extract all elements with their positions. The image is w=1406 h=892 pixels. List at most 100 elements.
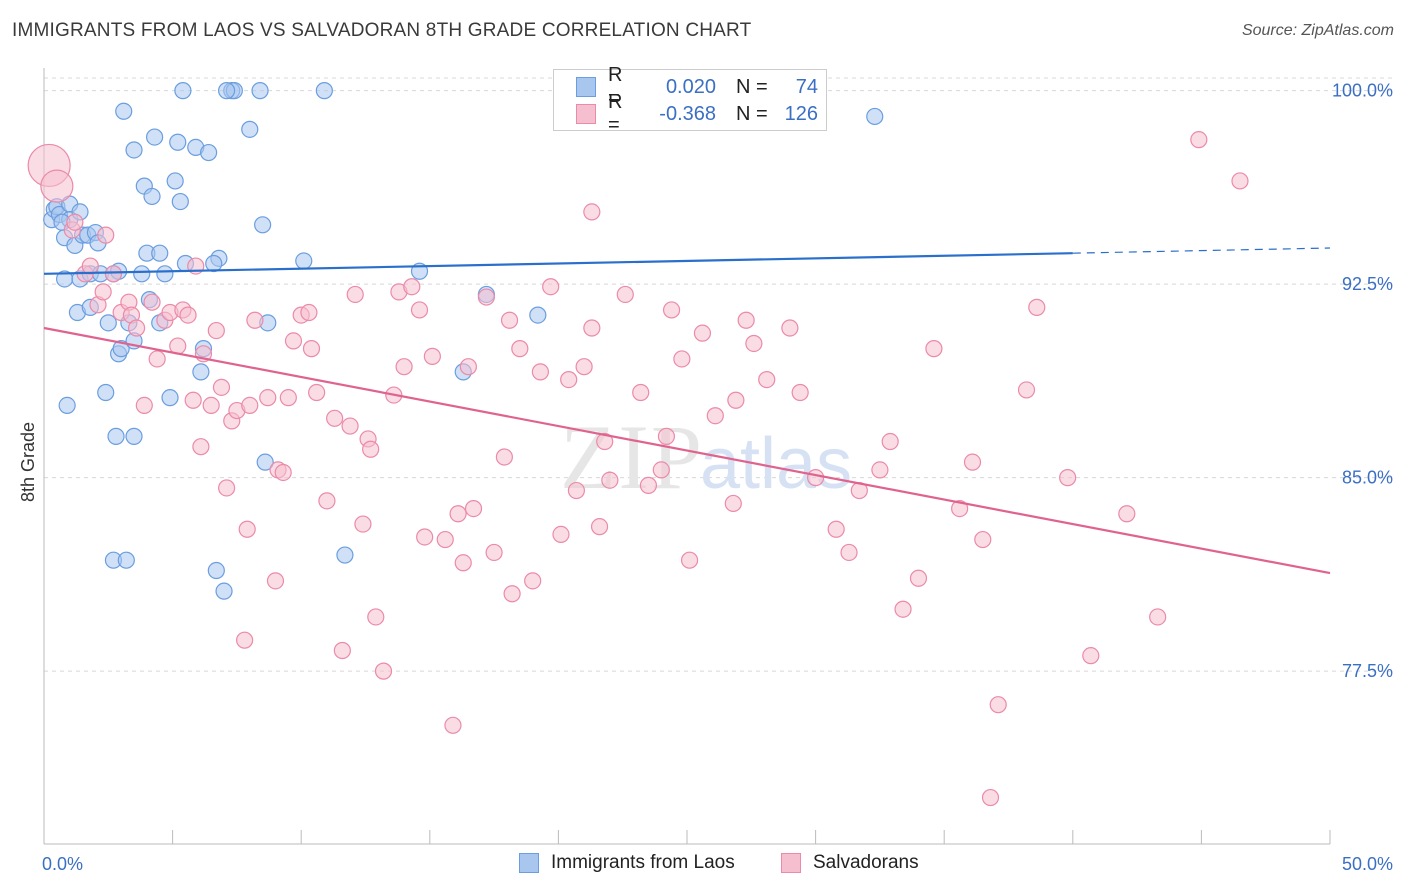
x-tick-label: 0.0% [42, 854, 83, 874]
legend-n-value: 126 [784, 102, 818, 125]
series-name-salvadorans: Salvadorans [813, 852, 919, 873]
point-salvadoran [706, 407, 724, 425]
point-salvadoran [212, 378, 231, 396]
point-salvadoran [333, 641, 351, 660]
point-salvadoran [524, 572, 542, 590]
point-salvadoran [207, 321, 225, 340]
point-salvadoran [1149, 608, 1167, 626]
point-laos [200, 143, 218, 162]
series-legend-salvadorans[interactable]: Salvadorans [781, 852, 919, 874]
point-laos [156, 265, 174, 283]
stats-legend: R = 0.020 N = 74 R = -0.368 N = 126 [553, 64, 827, 136]
point-salvadoran [500, 311, 519, 329]
point-salvadoran [1118, 505, 1136, 523]
legend-swatch-laos [576, 77, 596, 97]
point-salvadoran [202, 396, 220, 414]
point-salvadoran [423, 347, 441, 365]
point-laos [866, 107, 884, 126]
point-salvadoran [300, 303, 318, 322]
point-salvadoran [192, 438, 210, 456]
chart-title: IMMIGRANTS FROM LAOS VS SALVADORAN 8TH G… [12, 20, 752, 41]
point-salvadoran [308, 383, 326, 402]
point-laos [151, 244, 169, 262]
point-laos [133, 265, 151, 283]
point-salvadoran [236, 631, 254, 649]
point-salvadoran [601, 471, 619, 489]
point-salvadoran [596, 432, 614, 451]
point-salvadoran [97, 226, 115, 244]
point-salvadoran [436, 530, 454, 549]
point-salvadoran [241, 396, 259, 414]
point-salvadoran [583, 203, 601, 221]
point-salvadoran [680, 551, 699, 569]
point-salvadoran [274, 463, 292, 482]
point-salvadoran [781, 319, 799, 337]
point-salvadoran [567, 481, 586, 500]
point-salvadoran [693, 324, 712, 342]
point-laos [125, 427, 143, 445]
labels-layer: 100.0% 92.5% 85.0% 77.5% 0.0% 50.0% [42, 81, 1393, 874]
point-salvadoran [758, 371, 776, 389]
point-laos [143, 187, 161, 206]
point-laos [251, 82, 269, 100]
point-salvadoran [395, 358, 413, 376]
point-salvadoran [662, 301, 681, 319]
point-salvadoran [94, 283, 112, 301]
point-salvadoran [179, 306, 197, 324]
point-salvadoran [403, 278, 421, 296]
point-laos [315, 82, 333, 100]
point-salvadoran [326, 409, 344, 427]
axes-layer [43, 68, 1331, 845]
point-salvadoran [974, 530, 992, 549]
legend-row-laos: R = 0.020 N = 74 [576, 64, 818, 109]
series-legend: Immigrants from Laos Salvadorans [0, 852, 1406, 876]
point-salvadoran [279, 389, 297, 407]
point-laos [107, 427, 125, 445]
point-salvadoran [639, 476, 658, 494]
point-laos [205, 254, 223, 273]
point-salvadoran [590, 518, 609, 536]
legend-swatch-salvadorans [576, 104, 596, 124]
point-salvadoran [881, 432, 899, 451]
grid-layer [44, 77, 1392, 672]
point-salvadoran [495, 448, 513, 466]
point-salvadoran [454, 554, 472, 572]
point-salvadoran [104, 265, 123, 283]
point-salvadoran [583, 319, 601, 337]
point-salvadoran [951, 500, 969, 518]
x-tick-label: 50.0% [1342, 854, 1393, 874]
point-salvadoran [745, 334, 763, 353]
point-salvadoran [284, 332, 303, 350]
point-salvadoran [459, 358, 477, 376]
point-salvadoran [266, 572, 285, 590]
point-salvadoran [981, 788, 1000, 807]
legend-n-label: N = [736, 75, 768, 98]
point-laos [99, 314, 117, 332]
y-axis-label: 8th Grade [18, 422, 38, 502]
legend-n-label: N = [736, 102, 768, 125]
series-legend-laos[interactable]: Immigrants from Laos [519, 852, 735, 874]
y-tick-label: 100.0% [1332, 81, 1393, 101]
point-salvadoran [724, 494, 742, 513]
trend-line-laos [43, 252, 1073, 275]
point-salvadoran [963, 453, 982, 471]
series-name-laos: Immigrants from Laos [551, 852, 735, 873]
point-salvadoran [806, 469, 825, 487]
points-layer [27, 82, 1249, 807]
point-laos [241, 120, 259, 138]
trend-line-salvadorans [43, 326, 1331, 575]
point-salvadoran [367, 608, 385, 626]
point-salvadoran [410, 301, 429, 319]
point-salvadoran [560, 371, 578, 389]
point-salvadoran [673, 350, 691, 368]
point-salvadoran [362, 440, 380, 458]
point-laos [192, 363, 210, 381]
point-salvadoran [925, 340, 943, 358]
point-salvadoran [542, 278, 560, 296]
point-salvadoran [464, 500, 483, 518]
legend-r-label: R = [608, 64, 623, 109]
point-salvadoran [238, 520, 256, 538]
point-salvadoran [81, 257, 99, 275]
point-laos [115, 102, 133, 120]
